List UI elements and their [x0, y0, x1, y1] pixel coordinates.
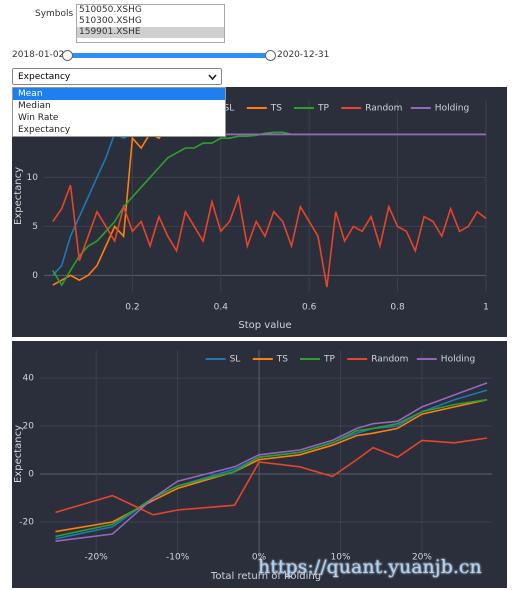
legend-label: TS [276, 355, 288, 365]
series-line [55, 437, 488, 516]
dropdown-menu: Mean Median Win Rate Expectancy [12, 87, 226, 137]
y-axis-title: Expectancy [13, 167, 24, 225]
y-tick-label: 10 [27, 173, 39, 183]
y-tick-label: 0 [28, 470, 34, 480]
y-tick-label: 0 [32, 271, 38, 281]
symbol-option[interactable]: 510050.XSHG [79, 5, 142, 15]
y-tick-label: -20 [19, 518, 34, 528]
legend-label: Holding [441, 355, 475, 365]
chevron [208, 74, 217, 81]
dropdown-value: Expectancy [18, 72, 71, 82]
x-tick-label: -20% [85, 553, 109, 563]
x-axis-title: Stop value [238, 320, 291, 331]
y-tick-label: 5 [32, 222, 38, 232]
menu-option[interactable]: Median [18, 101, 51, 111]
y-axis-title: Expectancy [13, 425, 24, 483]
menu-option[interactable]: Expectancy [18, 125, 71, 135]
x-tick-label: 10% [331, 553, 351, 563]
x-tick-label: 0% [252, 553, 267, 563]
slider-handle[interactable] [265, 50, 276, 61]
series-line [55, 382, 488, 542]
x-tick-label: 0.2 [125, 303, 139, 313]
menu-option[interactable]: Win Rate [18, 113, 59, 123]
legend-label: Holding [435, 104, 469, 114]
slider-handle[interactable] [62, 50, 73, 61]
x-tick-label: 0.8 [390, 303, 405, 313]
series-line [55, 398, 488, 533]
legend-label: SL [230, 355, 241, 365]
x-tick-label: 20% [412, 553, 432, 563]
legend-label: Random [371, 355, 408, 365]
x-tick-label: 0.6 [302, 303, 317, 313]
watermark: https://quant.yuanjb.cn [258, 556, 482, 578]
legend-label: TS [270, 104, 282, 114]
y-tick-label: 20 [23, 422, 35, 432]
x-tick-label: -10% [166, 553, 190, 563]
date-start: 2018-01-02 [12, 50, 65, 60]
legend-label: Random [365, 104, 402, 114]
symbol-option[interactable]: 159901.XSHE [77, 27, 224, 38]
x-axis-title: Total return of holding [210, 571, 321, 582]
legend-label: SL [224, 104, 235, 114]
date-slider-track[interactable] [67, 53, 270, 58]
symbols-label: Symbols [35, 9, 74, 19]
symbols-listbox[interactable]: 510050.XSHG 510300.XSHG 159901.XSHE [76, 4, 225, 43]
x-tick-label: 1 [483, 303, 489, 313]
date-end: 2020-12-31 [277, 50, 330, 60]
legend-label: TP [317, 104, 329, 114]
metric-dropdown[interactable]: Expectancy [12, 68, 222, 85]
series-line [52, 184, 487, 288]
legend-label: TP [323, 355, 335, 365]
symbol-option[interactable]: 510300.XSHG [79, 16, 142, 26]
x-tick-label: 0.4 [214, 303, 229, 313]
menu-option[interactable]: Mean [13, 88, 225, 100]
y-tick-label: 40 [23, 374, 35, 384]
